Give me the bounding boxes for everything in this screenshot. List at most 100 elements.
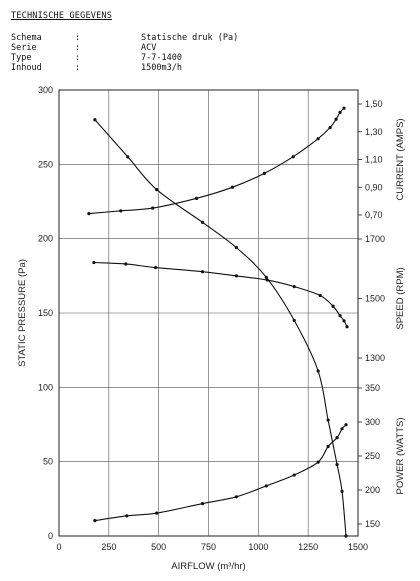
pressure-point bbox=[340, 489, 344, 493]
current-curve bbox=[88, 107, 345, 215]
speed-point bbox=[331, 304, 335, 308]
power-point bbox=[335, 436, 339, 440]
speed-point bbox=[265, 278, 269, 282]
current-tick-label: 0,90 bbox=[365, 182, 383, 192]
speed-point bbox=[292, 285, 296, 289]
power-point bbox=[234, 495, 239, 499]
current-axis-title: CURRENT (AMPS) bbox=[395, 118, 406, 200]
current-point bbox=[194, 196, 199, 200]
pressure-point bbox=[344, 534, 348, 538]
spec-label: Type bbox=[11, 53, 32, 63]
spec-separator: : bbox=[75, 43, 81, 53]
x-tick-label: 1500 bbox=[348, 542, 368, 552]
chart-labels: 0 250 500 750 1000 1250 1500 0 50 100 150 200 250 300… bbox=[17, 85, 406, 572]
spec-row-inhoud: Inhoud : 1500m3/h bbox=[11, 63, 238, 73]
current-point bbox=[262, 171, 266, 175]
current-point bbox=[342, 106, 346, 110]
speed-point bbox=[318, 293, 322, 298]
power-tick-label: 200 bbox=[365, 485, 380, 495]
speed-point bbox=[345, 325, 349, 329]
current-point bbox=[334, 117, 338, 121]
pressure-point bbox=[126, 155, 130, 159]
x-axis-title: AIRFLOW (m³/hr) bbox=[171, 561, 245, 572]
pressure-point bbox=[335, 463, 339, 467]
spec-separator: : bbox=[75, 33, 81, 43]
pressure-tick-label: 200 bbox=[38, 234, 53, 244]
speed-axis-title: SPEED (RPM) bbox=[395, 267, 406, 329]
spec-label: Serie bbox=[11, 43, 37, 53]
power-point bbox=[292, 473, 296, 477]
speed-point bbox=[338, 314, 342, 318]
x-tick-label: 500 bbox=[151, 542, 166, 552]
pressure-tick-label: 0 bbox=[48, 531, 53, 541]
power-point bbox=[200, 502, 205, 506]
power-point bbox=[344, 423, 348, 427]
speed-point bbox=[154, 265, 158, 270]
pressure-point bbox=[200, 220, 205, 224]
pressure-curve bbox=[94, 119, 347, 537]
spec-value: Statische druk (Pa) bbox=[141, 33, 239, 43]
plot-frame bbox=[58, 89, 359, 537]
spec-label: Inhoud bbox=[11, 63, 42, 73]
spec-row-serie: Serie : ACV bbox=[11, 43, 238, 53]
current-point bbox=[87, 212, 91, 216]
chart-grid bbox=[59, 90, 358, 536]
power-point bbox=[340, 427, 344, 431]
spec-list: Schema : Statische druk (Pa) Serie : ACV… bbox=[11, 33, 238, 73]
pressure-axis-title: STATIC PRESSURE (Pa) bbox=[17, 259, 28, 367]
power-point bbox=[264, 484, 268, 488]
x-tick-label: 0 bbox=[56, 542, 61, 552]
pressure-tick-label: 150 bbox=[38, 308, 53, 318]
spec-value: ACV bbox=[141, 43, 157, 53]
power-point bbox=[125, 514, 129, 518]
page-heading: TECHNISCHE GEGEVENS bbox=[11, 11, 113, 21]
power-point bbox=[326, 444, 330, 449]
current-point bbox=[328, 125, 332, 130]
current-point bbox=[119, 209, 123, 213]
speed-point bbox=[92, 260, 96, 265]
speed-point bbox=[234, 274, 239, 278]
speed-point bbox=[342, 319, 346, 323]
pressure-point bbox=[316, 369, 320, 373]
pressure-point bbox=[155, 188, 159, 192]
spec-value: 7-7-1400 bbox=[141, 53, 182, 63]
current-point bbox=[151, 206, 155, 210]
current-point bbox=[316, 137, 320, 141]
spec-separator: : bbox=[75, 53, 81, 63]
speed-point bbox=[200, 270, 205, 274]
spec-row-schema: Schema : Statische druk (Pa) bbox=[11, 33, 238, 43]
power-axis-title: POWER (WATTS) bbox=[395, 417, 406, 494]
current-tick-label: 1,50 bbox=[365, 99, 383, 109]
current-tick-label: 1,10 bbox=[365, 155, 383, 165]
spec-label: Schema bbox=[11, 33, 42, 43]
speed-curve bbox=[93, 261, 348, 328]
power-tick-label: 300 bbox=[365, 417, 380, 427]
pressure-point bbox=[292, 318, 296, 323]
pressure-tick-label: 100 bbox=[38, 382, 53, 392]
power-tick-label: 250 bbox=[365, 451, 380, 461]
chart-series bbox=[87, 106, 349, 538]
pressure-point bbox=[264, 275, 268, 279]
x-tick-label: 1250 bbox=[298, 542, 318, 552]
pressure-tick-label: 50 bbox=[43, 457, 53, 467]
pressure-tick-label: 250 bbox=[38, 159, 53, 169]
speed-point bbox=[124, 262, 128, 266]
current-tick-label: 1,30 bbox=[365, 127, 383, 137]
current-tick-label: 0,70 bbox=[365, 210, 383, 220]
power-tick-label: 350 bbox=[365, 383, 380, 393]
speed-tick-label: 1300 bbox=[365, 353, 385, 363]
spec-separator: : bbox=[75, 63, 81, 73]
x-tick-label: 750 bbox=[201, 542, 216, 552]
x-tick-label: 250 bbox=[101, 542, 116, 552]
pressure-point bbox=[326, 418, 330, 422]
pressure-tick-label: 300 bbox=[38, 85, 53, 95]
power-point bbox=[93, 519, 97, 523]
x-tick-label: 1000 bbox=[248, 542, 268, 552]
current-point bbox=[291, 155, 295, 159]
pressure-point bbox=[93, 118, 97, 122]
current-point bbox=[230, 185, 235, 189]
chart-axes bbox=[58, 89, 362, 537]
power-point bbox=[316, 460, 320, 464]
spec-row-type: Type : 7-7-1400 bbox=[11, 53, 238, 63]
